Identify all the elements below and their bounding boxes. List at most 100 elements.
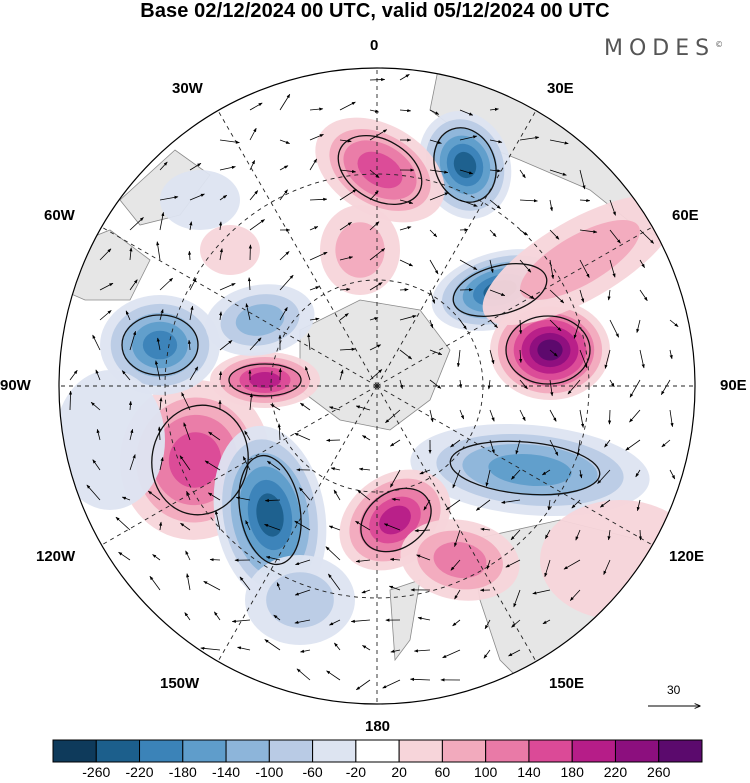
wind-vector: [609, 199, 616, 216]
wind-vector: [219, 340, 233, 351]
wind-vector: [625, 439, 641, 451]
wind-vector: [636, 499, 641, 512]
wind-vector: [369, 129, 388, 141]
wind-vector: [339, 169, 357, 174]
wind-vector: [423, 499, 431, 511]
colorbar-tick-label: -180: [168, 764, 197, 780]
wind-vector: [399, 108, 412, 113]
wind-vector: [579, 409, 585, 428]
wind-vector: [208, 431, 221, 441]
wind-vector: [237, 646, 251, 651]
wind-vector: [159, 309, 164, 321]
land-shape: [299, 299, 451, 431]
wind-vector: [489, 439, 495, 454]
meridian-line: [376, 385, 537, 662]
anomaly-band: [256, 493, 284, 537]
wind-vector: [128, 400, 133, 411]
wind-vector: [328, 525, 341, 531]
wind-vector: [429, 349, 443, 355]
wind-vector: [429, 109, 440, 115]
wind-vector: [489, 229, 497, 237]
wind-vector: [369, 190, 379, 201]
meridian-line: [217, 385, 378, 662]
wind-vector: [549, 439, 559, 456]
colorbar-tick-label: -220: [125, 764, 154, 780]
wind-vector: [219, 139, 240, 144]
wind-vector: [218, 221, 223, 231]
wind-vector: [609, 319, 620, 338]
wind-vector: [294, 619, 311, 624]
contour-line: [121, 314, 199, 376]
wind-vector: [264, 524, 281, 531]
wind-vector: [369, 109, 380, 113]
wind-vector: [429, 229, 438, 238]
wind-vector: [249, 393, 253, 411]
wind-vector: [549, 229, 560, 240]
wind-vector: [207, 492, 221, 501]
wind-vector: [219, 194, 228, 201]
wind-vector: [416, 554, 431, 561]
colorbar-tick-label: -20: [345, 764, 366, 780]
wind-vector: [519, 229, 529, 236]
wind-vector: [603, 559, 611, 575]
wind-vector: [549, 379, 554, 397]
lon-label-30w: 30W: [172, 80, 203, 97]
wind-vector: [519, 199, 538, 203]
wind-vector: [309, 134, 324, 141]
wind-vector: [390, 649, 401, 653]
wind-vector: [159, 521, 163, 531]
contour-line: [360, 487, 432, 553]
wind-vector: [604, 439, 611, 448]
colorbar-swatch: [52, 739, 97, 763]
lon-label-120e: 120E: [669, 548, 705, 565]
colorbar-tick-label: -60: [302, 764, 323, 780]
wind-vector: [511, 469, 521, 480]
wind-vector: [567, 379, 581, 395]
wind-vector: [489, 409, 495, 422]
wind-vector: [339, 139, 352, 143]
wind-vector: [597, 469, 611, 484]
colorbar-tick-label: -140: [212, 764, 241, 780]
wind-vector: [571, 499, 581, 509]
wind-vector: [429, 379, 442, 389]
brand-name: MODES: [604, 36, 716, 61]
wind-vector: [186, 573, 191, 591]
wind-vector: [328, 573, 341, 591]
wind-vector: [356, 679, 371, 691]
wind-vector: [413, 649, 431, 653]
wind-vector: [390, 469, 401, 488]
wind-vector: [121, 496, 131, 501]
wind-vector: [159, 161, 168, 171]
wind-vector: [454, 529, 461, 547]
wind-vector: [219, 311, 223, 321]
wind-vector: [179, 455, 191, 471]
wind-vector: [121, 370, 131, 381]
wind-vector: [609, 259, 616, 278]
wind-vector: [547, 499, 551, 511]
wind-vector: [604, 349, 611, 369]
wind-vector: [152, 554, 161, 561]
wind-vector: [249, 190, 259, 201]
contour-line: [449, 440, 601, 496]
wind-vector: [419, 469, 431, 475]
wind-vector: [156, 337, 161, 351]
wind-vector: [244, 430, 251, 441]
wind-vector: [309, 107, 324, 111]
wind-vector: [519, 409, 526, 422]
wind-vector: [299, 487, 311, 501]
wind-vector: [399, 379, 404, 390]
wind-vector: [501, 499, 521, 504]
wind-vector: [429, 409, 434, 423]
anomaly-band: [379, 505, 411, 535]
wind-vector: [515, 439, 521, 455]
wind-vector: [459, 319, 467, 330]
wind-vector: [279, 189, 288, 201]
wind-vector: [575, 529, 581, 541]
wind-vector: [185, 550, 191, 561]
wind-vector: [219, 165, 236, 171]
colorbar-tick-label: 260: [647, 764, 671, 780]
wind-vector: [186, 490, 191, 501]
wind-vector: [339, 313, 349, 321]
land-shape: [389, 579, 421, 662]
